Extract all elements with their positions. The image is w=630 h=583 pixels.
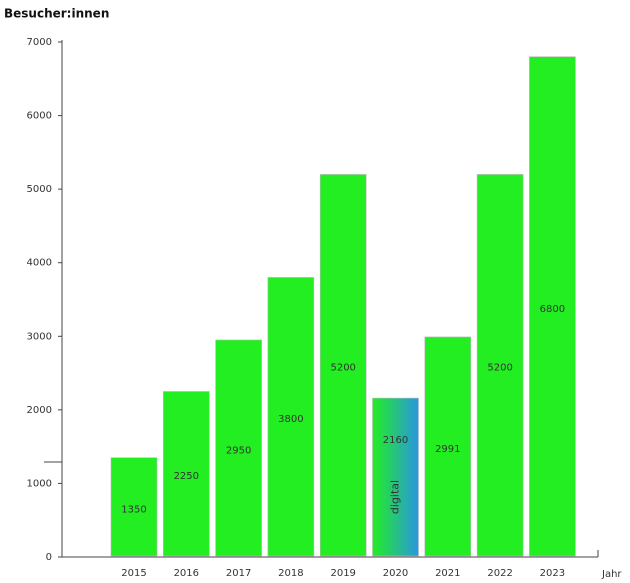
value-label: 5200 — [487, 363, 512, 374]
value-label: 2991 — [435, 444, 460, 455]
bar — [424, 336, 472, 557]
x-tick-label: 2023 — [540, 568, 565, 579]
y-tick-label: 2000 — [27, 405, 52, 416]
value-label: 2250 — [174, 471, 199, 482]
x-axis-label: Jahr — [601, 569, 622, 579]
bar-annotation: digital — [389, 480, 402, 514]
value-label: 2950 — [226, 445, 251, 456]
y-tick-label: 3000 — [27, 331, 52, 342]
bar — [319, 174, 367, 557]
bar — [372, 397, 419, 557]
bar — [215, 339, 262, 557]
x-tick-label: 2015 — [121, 568, 146, 579]
value-label: 2160 — [383, 435, 408, 446]
value-label: 1350 — [121, 504, 146, 515]
x-tick-label: 2020 — [383, 568, 408, 579]
y-tick-label: 4000 — [27, 258, 52, 269]
bar — [267, 277, 315, 557]
y-axis-label: Besucher:innen — [4, 7, 109, 21]
y-tick-label: 0 — [46, 552, 52, 563]
value-label: 3800 — [278, 414, 303, 425]
y-tick-label: 7000 — [27, 37, 52, 48]
y-tick-label: 1000 — [27, 478, 52, 489]
x-tick-label: 2022 — [487, 568, 512, 579]
bar — [163, 391, 210, 557]
x-tick-label: 2017 — [226, 568, 251, 579]
x-tick-label: 2018 — [278, 568, 303, 579]
bar — [529, 56, 576, 557]
y-tick-label: 5000 — [27, 184, 52, 195]
value-label: 6800 — [540, 304, 565, 315]
x-tick-label: 2019 — [330, 568, 355, 579]
bar — [476, 174, 524, 557]
x-tick-label: 2021 — [435, 568, 460, 579]
y-tick-label: 6000 — [27, 111, 52, 122]
value-label: 5200 — [330, 363, 355, 374]
bar — [110, 457, 158, 557]
x-tick-label: 2016 — [174, 568, 199, 579]
